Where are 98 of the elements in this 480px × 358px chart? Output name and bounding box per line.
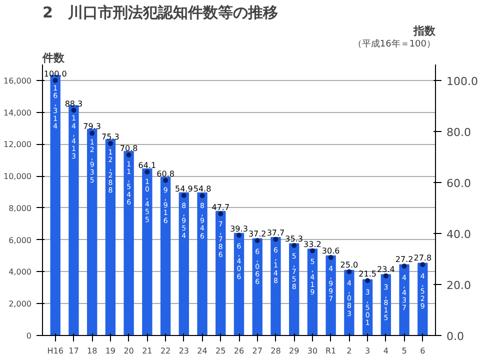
y-tick-label: 4,000 [8, 268, 32, 277]
data-label: 23.4 [377, 264, 395, 274]
data-label: 54.9 [175, 184, 193, 194]
point [292, 242, 297, 248]
point [236, 232, 242, 238]
x-tick-label: 28 [270, 346, 281, 356]
x-tick-label: 3 [365, 346, 370, 356]
data-label: 35.3 [285, 234, 303, 244]
x-tick-label: 30 [307, 346, 318, 356]
point [383, 273, 388, 278]
bar [142, 168, 152, 336]
y2-tick-label: 80.0 [446, 126, 471, 139]
data-label: 70.8 [120, 144, 138, 153]
y-tick-label: 12,000 [4, 140, 32, 150]
y2-tick-label: 0.0 [446, 330, 464, 343]
point [365, 278, 370, 284]
data-label: 37.7 [266, 228, 285, 238]
x-tick-label: 19 [105, 346, 116, 356]
x-tick-label: 17 [68, 346, 79, 356]
bar [344, 270, 354, 336]
bar [68, 105, 79, 336]
point [90, 130, 95, 136]
x-tick-label: 5 [402, 346, 407, 356]
x-tick-label: 27 [252, 346, 262, 356]
data-label: 100.0 [44, 69, 67, 78]
y-tick-label: 14,000 [4, 108, 32, 118]
point [218, 211, 224, 216]
x-tick-label: 18 [86, 346, 98, 356]
point [163, 178, 168, 183]
point [346, 269, 352, 274]
point [52, 78, 58, 83]
point [420, 262, 426, 268]
data-label: 37.2 [248, 230, 266, 239]
x-tick-label: H16 [47, 346, 64, 356]
x-tick-label: 21 [142, 346, 152, 356]
bar [234, 232, 244, 336]
data-label: 27.2 [395, 255, 414, 264]
y-tick-label: 0 [26, 332, 32, 340]
y2-tick-label: 60.0 [446, 176, 471, 190]
x-tick-label: 4 [383, 346, 388, 356]
data-label: 75.3 [102, 132, 120, 142]
x-tick-label: R1 [326, 346, 336, 356]
bar [178, 192, 189, 336]
bar [270, 236, 281, 336]
y2-tick-label: 20.0 [446, 278, 471, 292]
data-label: 79.3 [83, 122, 101, 132]
y-axis-title: 件数 [42, 52, 66, 64]
x-tick-label: 24 [197, 346, 208, 356]
point [181, 192, 186, 198]
point [144, 170, 150, 175]
data-label: 27.8 [414, 254, 432, 263]
point [200, 193, 205, 198]
bar [326, 255, 336, 336]
bar [160, 176, 171, 336]
x-tick-label: 23 [178, 346, 190, 356]
data-label: 39.3 [230, 224, 248, 234]
bar [124, 150, 134, 336]
data-label: 64.1 [138, 161, 156, 170]
point [71, 108, 76, 113]
point [126, 152, 132, 158]
bar [197, 192, 208, 336]
data-label: 21.5 [358, 270, 376, 279]
y-tick-label: 16,000 [4, 76, 32, 86]
bar [252, 238, 262, 336]
x-tick-label: 25 [216, 346, 226, 356]
point [328, 254, 334, 260]
data-label: 88.3 [64, 99, 83, 108]
text: （平成16年＝100） [352, 38, 436, 50]
data-label: 60.8 [156, 169, 174, 178]
x-tick-label: 2 [346, 346, 352, 356]
point [402, 264, 407, 269]
data-label: 30.6 [322, 246, 340, 256]
x-tick-label: 20 [124, 346, 134, 356]
data-label: 47.7 [212, 202, 230, 212]
y2-tick-label: 40.0 [446, 228, 471, 241]
y-tick-label: 2,000 [8, 300, 32, 309]
point [108, 140, 113, 146]
bar [86, 128, 98, 336]
y-tick-label: 10,000 [4, 172, 32, 182]
data-label: 33.2 [304, 240, 322, 249]
bar [289, 243, 300, 336]
x-tick-label: 29 [289, 346, 300, 356]
data-label: 25.0 [340, 260, 358, 270]
y2-axis-title: 指数 [412, 24, 436, 38]
point [273, 236, 278, 242]
data-label: 54.8 [193, 184, 212, 194]
bar [105, 139, 116, 336]
x-tick-label: 6 [420, 346, 426, 356]
y2-tick-label: 100.0 [446, 74, 478, 88]
bar [399, 264, 410, 336]
chart-title: 2 川口市刑法犯認知件数等の推移 [42, 4, 278, 22]
x-tick-label: 26 [234, 346, 244, 356]
point [254, 238, 260, 244]
bar [216, 210, 226, 336]
y-tick-label: 8,000 [8, 204, 32, 213]
x-tick-label: 22 [160, 346, 171, 356]
point [310, 248, 315, 254]
y-tick-label: 6,000 [8, 236, 32, 245]
